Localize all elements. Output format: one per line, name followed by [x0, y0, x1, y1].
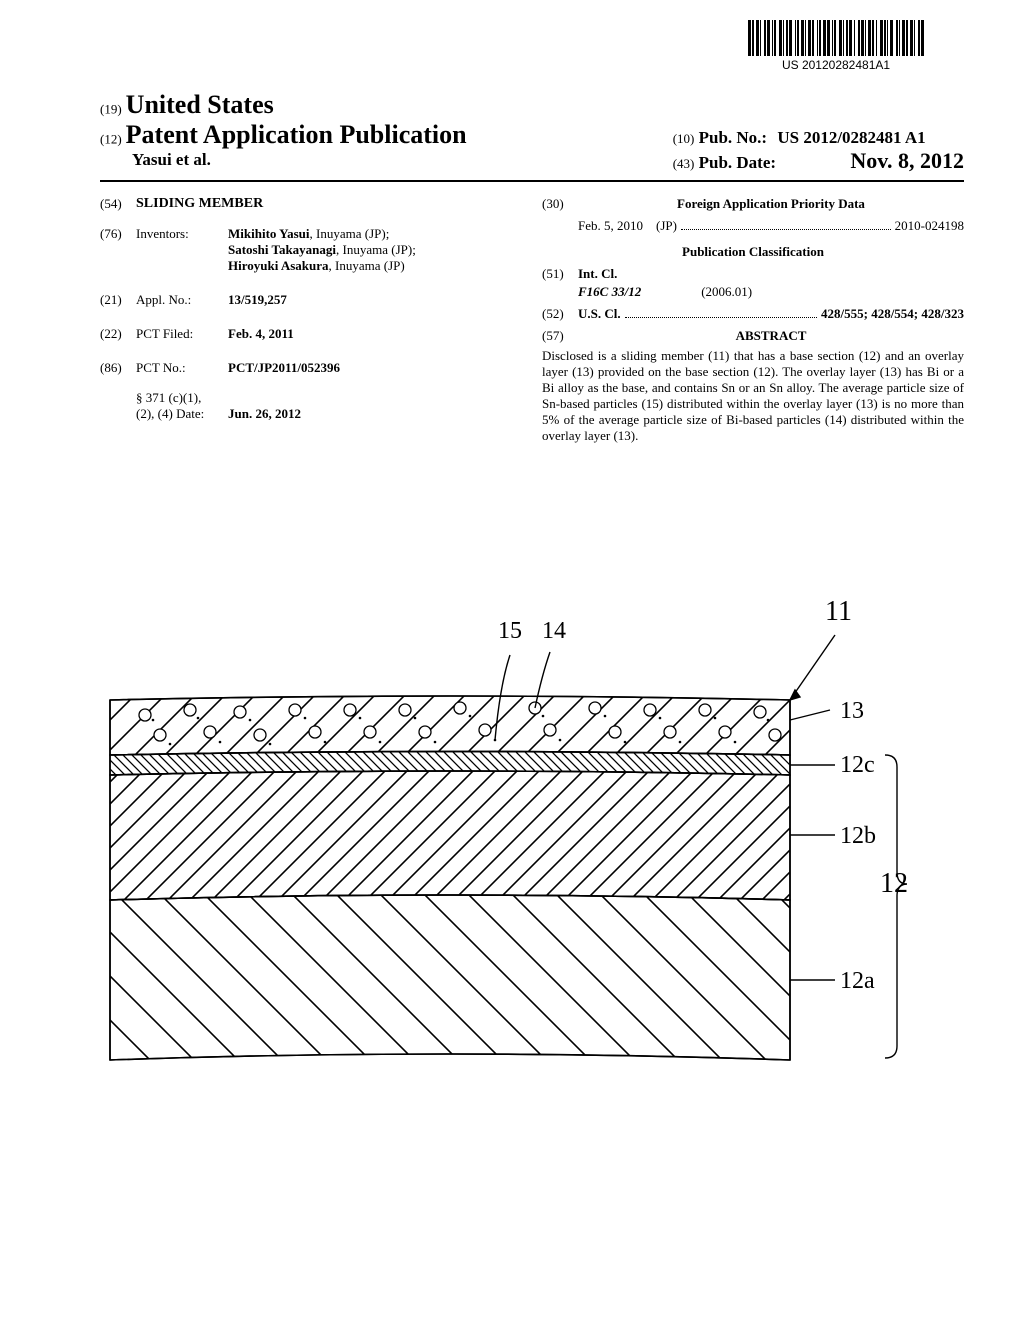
fig-label-12a: 12a — [840, 968, 875, 994]
barcode-graphic — [748, 20, 924, 56]
right-column: (30) Foreign Application Priority Data F… — [542, 196, 964, 444]
foreign-heading: Foreign Application Priority Data — [677, 196, 865, 211]
inventor-line: Hiroyuki Asakura, Inuyama (JP) — [228, 258, 522, 274]
foreign-priority-line: Feb. 5, 2010 (JP) 2010-024198 — [578, 218, 964, 234]
pctfiled-label: PCT Filed: — [136, 326, 228, 342]
inid-pctfiled: (22) — [100, 326, 136, 342]
inid-applno: (21) — [100, 292, 136, 308]
s371-label2: (2), (4) Date: — [136, 406, 228, 422]
inventor-line: Mikihito Yasui, Inuyama (JP); — [228, 226, 522, 242]
inid-title: (54) — [100, 196, 136, 212]
inid-abstract: (57) — [542, 328, 578, 344]
foreign-country: (JP) — [656, 218, 677, 233]
inid-uscl: (52) — [542, 306, 578, 322]
applno-field: (21) Appl. No.: 13/519,257 — [100, 292, 522, 308]
uscl-field: (52) U.S. Cl. 428/555; 428/554; 428/323 — [542, 306, 964, 322]
s371-field: § 371 (c)(1), — [100, 390, 522, 406]
pctno-field: (86) PCT No.: PCT/JP2011/052396 — [100, 360, 522, 376]
publication-type: Patent Application Publication — [126, 120, 467, 149]
fig-label-11: 11 — [825, 596, 852, 627]
pubno-value: US 2012/0282481 A1 — [777, 128, 925, 147]
inventor-name: Mikihito Yasui — [228, 226, 310, 241]
inid-inventors: (76) — [100, 226, 136, 274]
foreign-priority-heading-row: (30) Foreign Application Priority Data — [542, 196, 964, 212]
fig-label-12b: 12b — [840, 823, 876, 849]
pctfiled-field: (22) PCT Filed: Feb. 4, 2011 — [100, 326, 522, 342]
pubno-label: Pub. No.: — [699, 128, 767, 147]
inid-foreign: (30) — [542, 196, 578, 212]
fig-label-13: 13 — [840, 698, 864, 724]
applno-label: Appl. No.: — [136, 292, 228, 308]
uscl-value: 428/555; 428/554; 428/323 — [821, 306, 964, 321]
bibliographic-data: (54) SLIDING MEMBER (76) Inventors: Miki… — [100, 196, 964, 444]
intcl-code: F16C 33/12 — [578, 284, 641, 299]
country-name: United States — [126, 90, 274, 119]
fig-label-12c: 12c — [840, 752, 875, 778]
left-column: (54) SLIDING MEMBER (76) Inventors: Miki… — [100, 196, 522, 444]
barcode-block: US 20120282481A1 — [748, 20, 924, 72]
intcl-edition: (2006.01) — [701, 284, 752, 300]
title-field: (54) SLIDING MEMBER — [100, 196, 522, 212]
invention-title: SLIDING MEMBER — [136, 196, 263, 212]
inventors-field: (76) Inventors: Mikihito Yasui, Inuyama … — [100, 226, 522, 274]
inid-pubtype: (12) — [100, 131, 122, 146]
pctno-label: PCT No.: — [136, 360, 228, 376]
inventor-line: Satoshi Takayanagi, Inuyama (JP); — [228, 242, 522, 258]
barcode-text: US 20120282481A1 — [748, 58, 924, 72]
uscl-label: U.S. Cl. — [578, 306, 621, 321]
inid-pubdate: (43) — [673, 156, 695, 171]
foreign-date: Feb. 5, 2010 — [578, 218, 643, 233]
inventors-list: Mikihito Yasui, Inuyama (JP); Satoshi Ta… — [228, 226, 522, 274]
abstract-text: Disclosed is a sliding member (11) that … — [542, 348, 964, 444]
pubdate-value: Nov. 8, 2012 — [850, 148, 964, 173]
inventor-name: Satoshi Takayanagi — [228, 242, 336, 257]
fig-label-12: 12 — [880, 868, 908, 899]
s371-value: Jun. 26, 2012 — [228, 406, 301, 421]
abstract-heading: ABSTRACT — [736, 328, 807, 343]
inventor-name: Hiroyuki Asakura — [228, 258, 329, 273]
classification-heading: Publication Classification — [542, 244, 964, 260]
doc-header: (19) United States (12) Patent Applicati… — [100, 90, 964, 174]
header-rule — [100, 180, 964, 182]
inid-intcl: (51) — [542, 266, 578, 282]
foreign-number: 2010-024198 — [895, 218, 964, 234]
intcl-field: (51) Int. Cl. — [542, 266, 964, 282]
inid-pubno: (10) — [673, 131, 695, 146]
intcl-label: Int. Cl. — [578, 266, 617, 281]
applno-value: 13/519,257 — [228, 292, 287, 307]
inid-pctno: (86) — [100, 360, 136, 376]
pubdate-label: Pub. Date: — [699, 153, 776, 172]
pctno-value: PCT/JP2011/052396 — [228, 360, 340, 375]
s371-field2: (2), (4) Date: Jun. 26, 2012 — [100, 406, 522, 422]
authors-line: Yasui et al. — [132, 150, 467, 170]
fig-label-14: 14 — [542, 618, 566, 644]
inventors-label: Inventors: — [136, 226, 228, 274]
pctfiled-value: Feb. 4, 2011 — [228, 326, 294, 341]
inid-country: (19) — [100, 101, 122, 116]
s371-label1: § 371 (c)(1), — [136, 390, 228, 406]
abstract-heading-row: (57) ABSTRACT — [542, 328, 964, 344]
intcl-value-row: F16C 33/12 (2006.01) — [542, 284, 964, 300]
patent-figure: 15 14 11 13 12c 12b 12a 12 — [90, 560, 910, 1100]
fig-label-15: 15 — [498, 618, 522, 644]
